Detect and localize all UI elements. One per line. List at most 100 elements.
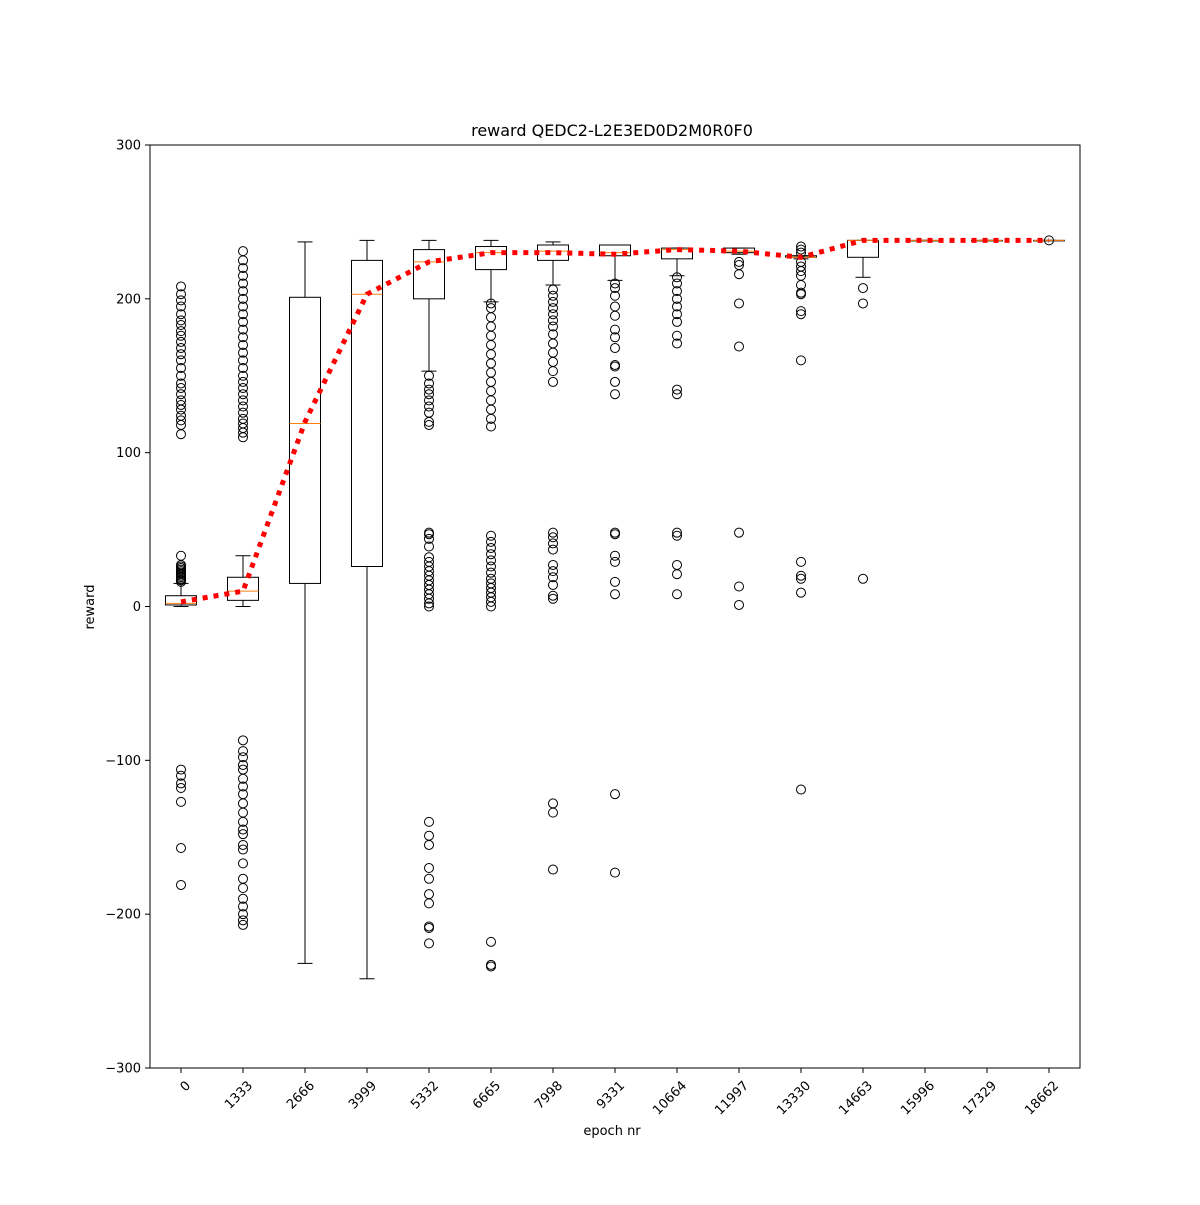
flier-point [176,289,186,300]
flier-point [548,532,558,543]
flier-point [548,559,558,570]
flier-point [486,555,496,566]
flier-point [424,541,434,552]
flier-point [734,527,744,538]
box [661,247,693,260]
flier-point [548,329,558,340]
flier-point [486,530,496,541]
flier-point [238,735,248,746]
flier-point [548,315,558,326]
box-group [227,246,259,930]
y-tick-label: 100 [116,446,141,461]
flier-point [176,319,186,330]
flier-point [486,543,496,554]
flier-point [176,295,186,306]
flier-point [672,530,682,541]
flier-point [610,527,620,538]
flier-point [424,407,434,418]
flier-point [238,824,248,835]
flier-point [672,316,682,327]
flier-point [176,301,186,312]
flier-point [486,549,496,560]
flier-point [734,581,744,592]
flier-point [548,572,558,583]
flier-point [238,781,248,792]
flier-point [424,839,434,850]
flier-point [486,578,496,589]
box [475,246,507,271]
flier-point [548,303,558,314]
flier-point [424,395,434,406]
box-group [351,239,383,980]
flier-point [548,290,558,301]
flier-point [176,399,186,410]
flier-point [176,389,186,400]
flier-point [424,923,434,934]
flier-point [734,599,744,610]
flier-point [796,784,806,795]
flier-point [610,789,620,800]
flier-point [238,893,248,904]
flier-point [176,415,186,426]
flier-point [424,527,434,538]
box [227,576,259,601]
flier-point [672,330,682,341]
flier-point [176,349,186,360]
flier-point [238,286,248,297]
flier-point [176,355,186,366]
flier-point [610,576,620,587]
flier-point [548,321,558,332]
flier-point [238,407,248,418]
flier-point [238,816,248,827]
flier-point [610,278,620,289]
mean-line-layer [180,237,1049,605]
flier-point [176,770,186,781]
flier-point [176,370,186,381]
flier-point [238,383,248,394]
flier-point [610,332,620,343]
box-group [289,241,321,964]
box [351,259,383,568]
flier-point [424,419,434,430]
flier-point [548,544,558,555]
flier-point [238,293,248,304]
flier-point [176,410,186,421]
flier-point [672,309,682,320]
flier-point [238,919,248,930]
flier-point [238,401,248,412]
flier-point [238,883,248,894]
box [413,249,445,300]
box-group [661,247,693,600]
flier-point [486,421,496,432]
flier-point [672,527,682,538]
flier-point [238,270,248,281]
flier-point [238,263,248,274]
flier-point [858,283,868,294]
flier-point [238,909,248,920]
flier-point [238,418,248,429]
flier-point [672,559,682,570]
y-tick-label: 200 [116,292,141,307]
flier-point [796,306,806,317]
flier-point [610,324,620,335]
flier-point [238,759,248,770]
flier-point [238,746,248,757]
flier-point [176,783,186,794]
flier-point [176,378,186,389]
flier-point [238,332,248,343]
flier-point [548,590,558,601]
flier-point [672,301,682,312]
flier-point [238,370,248,381]
y-tick-label: 0 [133,600,141,615]
flier-point [610,389,620,400]
flier-point [796,261,806,272]
flier-point [796,573,806,584]
y-tick-label: −100 [105,754,141,769]
flier-point [610,290,620,301]
flier-point [424,370,434,381]
flier-point [176,336,186,347]
flier-point [672,338,682,349]
flier-point [672,384,682,395]
